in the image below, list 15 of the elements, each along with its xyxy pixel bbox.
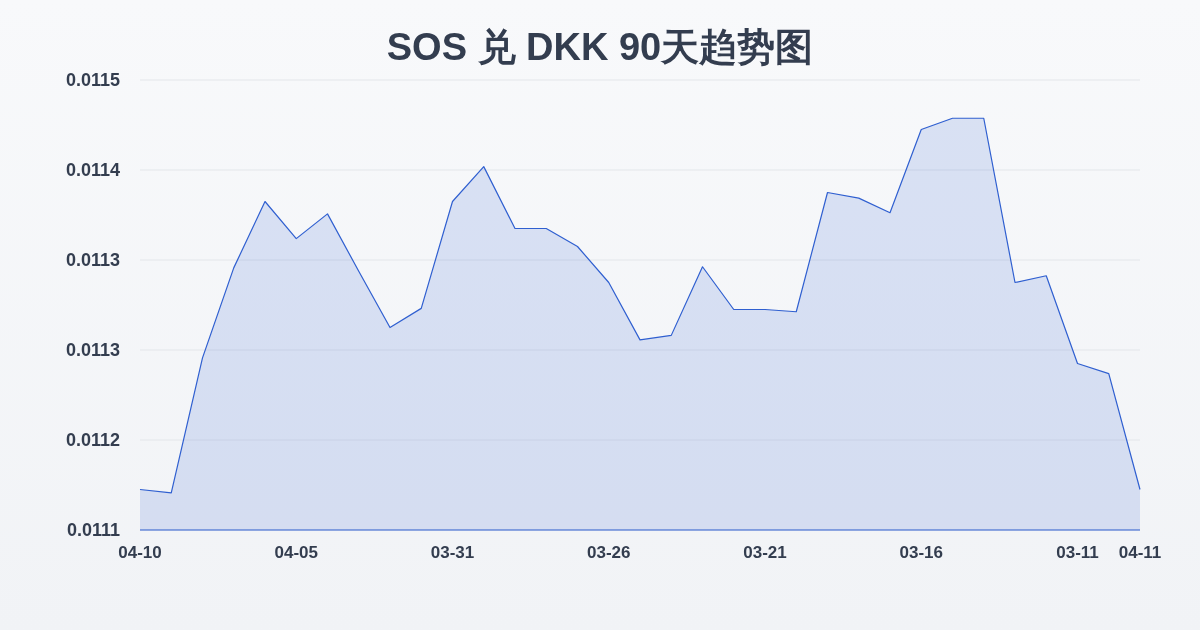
chart-title: SOS 兑 DKK 90天趋势图 bbox=[386, 26, 814, 68]
x-tick-label: 03-26 bbox=[587, 543, 631, 562]
x-tick-label: 04-05 bbox=[274, 543, 318, 562]
x-tick-label: 03-11 bbox=[1056, 543, 1099, 562]
y-tick-label: 0.0114 bbox=[65, 160, 120, 180]
y-tick-label: 0.0115 bbox=[65, 70, 120, 90]
y-tick-label: 0.0111 bbox=[66, 520, 120, 540]
y-tick-label: 0.0113 bbox=[65, 250, 120, 270]
x-tick-label: 04-11 bbox=[1118, 543, 1162, 562]
x-tick-label: 04-10 bbox=[118, 543, 162, 562]
x-tick-label: 03-21 bbox=[743, 543, 787, 562]
y-tick-label: 0.0112 bbox=[65, 430, 120, 450]
x-tick-label: 03-16 bbox=[899, 543, 943, 562]
x-tick-label: 03-31 bbox=[430, 543, 475, 562]
y-tick-label: 0.0113 bbox=[65, 340, 120, 360]
